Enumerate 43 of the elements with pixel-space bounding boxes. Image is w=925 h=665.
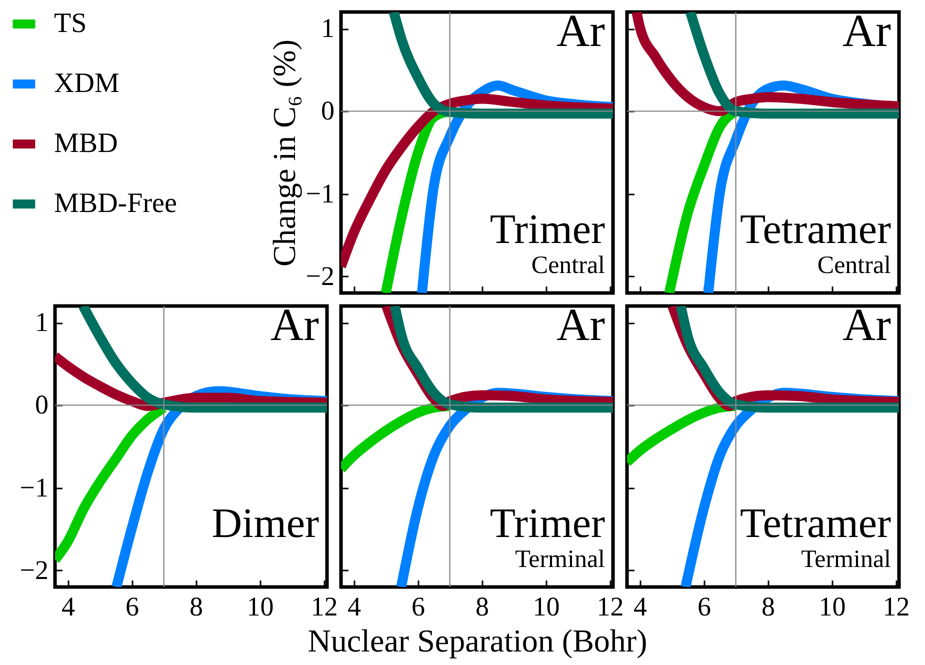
- annotation: Tetramer: [740, 207, 892, 253]
- x-tick-label: 6: [412, 592, 426, 622]
- y-tick-label: −1: [306, 178, 334, 208]
- x-tick-label: 8: [476, 592, 490, 622]
- x-tick-label: 10: [532, 592, 560, 622]
- legend-label: TS: [54, 8, 87, 39]
- annotation: Central: [817, 252, 892, 279]
- legend-label: MBD-Free: [54, 188, 177, 219]
- annotation: Ar: [556, 5, 605, 56]
- annotation: Trimer: [490, 207, 606, 253]
- annotation: Ar: [270, 299, 319, 350]
- annotation: Trimer: [490, 501, 606, 547]
- y-tick-label: −2: [20, 554, 48, 585]
- y-axis-title: Change in C₆ (%): [266, 39, 302, 267]
- x-tick-label: 12: [882, 592, 910, 622]
- x-tick-label: 8: [762, 592, 776, 622]
- x-axis-title: Nuclear Separation (Bohr): [308, 622, 648, 658]
- x-tick-label: 4: [348, 592, 362, 622]
- x-tick-label: 12: [596, 592, 624, 622]
- annotation: Tetramer: [740, 501, 892, 547]
- y-tick-label: 0: [321, 96, 334, 126]
- y-tick-label: 1: [35, 307, 48, 338]
- annotation: Terminal: [801, 546, 892, 573]
- annotation: Ar: [842, 299, 891, 350]
- legend-label: MBD: [54, 128, 118, 159]
- y-tick-label: 0: [35, 390, 48, 420]
- annotation: Ar: [556, 299, 605, 350]
- annotation: Terminal: [515, 546, 606, 573]
- x-tick-label: 6: [126, 592, 140, 622]
- x-tick-label: 10: [246, 592, 274, 622]
- y-tick-label: 1: [321, 13, 334, 44]
- x-tick-label: 4: [62, 592, 76, 622]
- annotation: Ar: [842, 5, 891, 56]
- x-tick-label: 4: [634, 592, 648, 622]
- y-tick-label: −2: [306, 260, 334, 291]
- x-tick-label: 6: [698, 592, 712, 622]
- x-tick-label: 8: [190, 592, 204, 622]
- x-tick-label: 10: [818, 592, 846, 622]
- y-tick-label: −1: [20, 472, 48, 502]
- legend-label: XDM: [54, 68, 120, 99]
- x-tick-label: 12: [310, 592, 338, 622]
- annotation: Dimer: [212, 501, 320, 547]
- annotation: Central: [531, 252, 606, 279]
